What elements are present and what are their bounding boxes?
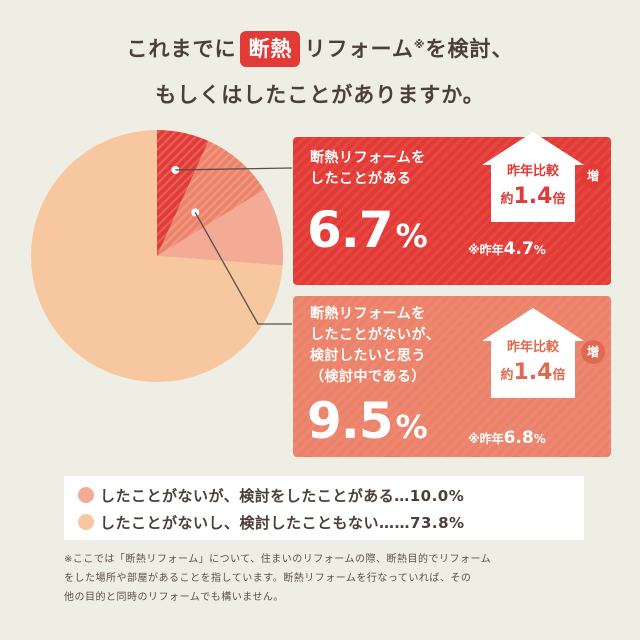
card1-pct-value: 6.7 <box>307 201 394 259</box>
question-title: これまでに 断熱 リフォーム※を検討、 もしくはしたことがありますか。 <box>0 26 640 118</box>
card1-label: 断熱リフォームを したことがある <box>310 150 426 187</box>
legend-item-considered: したことがないが、検討をしたことがある…10.0% <box>78 485 464 506</box>
card1-previous-year: ※昨年4.7% <box>468 239 546 259</box>
footnote-line-1: ※ここでは「断熱リフォーム」について、住まいのリフォームの際、断熱目的でリフォー… <box>64 554 492 565</box>
card2-previous-year: ※昨年6.8% <box>468 428 546 448</box>
leader-line-2 <box>194 212 292 325</box>
card1-prev-unit: % <box>533 243 546 257</box>
house-icon <box>482 132 584 222</box>
card2-ratio-suffix: 倍 <box>552 368 566 383</box>
title-highlight: 断熱 <box>240 31 301 67</box>
card2-house-callout: 昨年比較 約1.4倍 増 <box>477 306 607 406</box>
card1-prev-value: 4.7 <box>503 239 534 259</box>
card2-percentage: 9.5% <box>307 392 428 454</box>
card2-house-heading: 昨年比較 <box>506 340 559 355</box>
leader-line-1 <box>175 167 293 171</box>
card1-house-callout: 昨年比較 約1.4倍 増 <box>477 130 607 230</box>
legend-swatch <box>78 513 94 530</box>
card1-ratio-suffix: 倍 <box>552 192 566 207</box>
title-line-2: もしくはしたことがありますか。 <box>155 83 485 107</box>
legend-label: したことがないが、検討をしたことがある…10.0% <box>100 487 465 505</box>
pie-slice-3 <box>157 189 283 266</box>
legend-swatch <box>78 486 94 503</box>
card1-increase-badge: 増 <box>581 164 605 188</box>
card2-prev-value: 6.8 <box>503 428 534 448</box>
legend-item-not-considered: したことがないし、検討したこともない……73.8% <box>78 512 465 533</box>
legend-label: したことがないし、検討したこともない……73.8% <box>100 514 465 532</box>
card2-pct-unit: % <box>395 408 428 446</box>
card-considering-renovation: 断熱リフォームを したことがないが、 検討したいと思う （検討中である） 9.5… <box>293 296 611 457</box>
house-icon <box>482 308 584 398</box>
card2-label: 断熱リフォームを したことがないが、 検討したいと思う （検討中である） <box>310 306 441 385</box>
card1-house-ratio: 約1.4倍 <box>477 184 589 209</box>
title-text-before: これまでに <box>126 37 237 61</box>
card2-prev-prefix: ※昨年 <box>468 432 504 446</box>
card1-prev-prefix: ※昨年 <box>468 243 504 257</box>
card1-pct-unit: % <box>395 217 428 255</box>
pie-slice-4 <box>31 130 283 383</box>
footnote-line-2: をした場所や部屋があることを指しています。断熱リフォームを行なっていれば、その <box>64 573 472 584</box>
card1-ratio-value: 1.4 <box>513 184 553 209</box>
footnote: ※ここでは「断熱リフォーム」について、住まいのリフォームの際、断熱目的でリフォー… <box>64 550 604 607</box>
card1-ratio-prefix: 約 <box>500 192 514 207</box>
pie-slice-1-texture <box>157 130 209 256</box>
card2-increase-badge: 増 <box>581 340 605 364</box>
legend-box: したことがないが、検討をしたことがある…10.0% したことがないし、検討したこ… <box>64 476 584 540</box>
pie-slice-2-texture <box>157 141 265 256</box>
card1-house-heading: 昨年比較 <box>506 164 559 179</box>
card2-prev-unit: % <box>533 432 546 446</box>
card2-pct-value: 9.5 <box>307 392 394 450</box>
card1-percentage: 6.7% <box>307 201 428 263</box>
title-text-after: リフォーム <box>304 37 414 61</box>
title-text-end: を検討、 <box>425 37 514 61</box>
title-line-1: これまでに 断熱 リフォーム※を検討、 <box>0 26 640 72</box>
card2-house-ratio: 約1.4倍 <box>477 360 589 385</box>
footnote-line-3: 他の目的と同時のリフォームでも構いません。 <box>64 592 284 603</box>
card2-ratio-prefix: 約 <box>500 368 514 383</box>
card2-ratio-value: 1.4 <box>513 360 553 385</box>
card-did-renovate: 断熱リフォームを したことがある 6.7% 昨年比較 約1.4倍 増 ※昨年4.… <box>293 132 611 285</box>
title-footnote-mark: ※ <box>413 38 426 51</box>
